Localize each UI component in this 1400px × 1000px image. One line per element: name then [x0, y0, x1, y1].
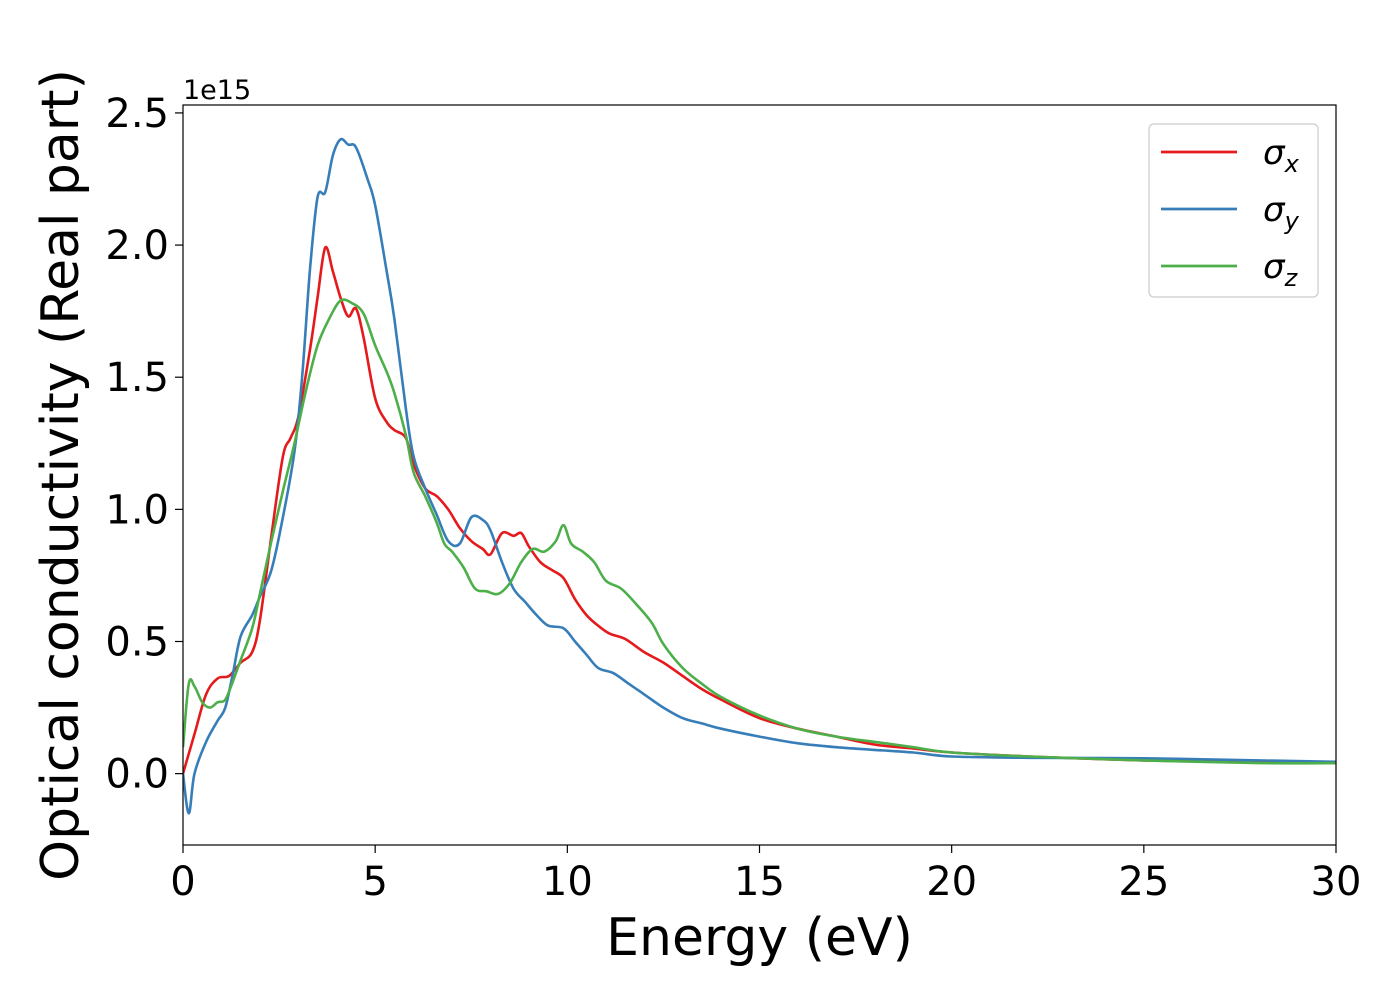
y-tick-label: 0.5	[105, 620, 169, 666]
y-axis-label: Optical conductivity (Real part)	[31, 69, 91, 881]
x-axis: 0 5 10 15 20 25 30	[170, 845, 1361, 905]
legend-label-0: σx	[1263, 133, 1300, 178]
x-tick-label: 0	[170, 859, 195, 905]
series-layer	[183, 137, 1336, 815]
x-tick-label: 15	[734, 859, 785, 905]
series-line-1	[183, 137, 1336, 815]
legend-label-2: σz	[1263, 247, 1299, 292]
x-tick-label: 30	[1311, 859, 1362, 905]
x-tick-label: 25	[1118, 859, 1169, 905]
series-line-0	[183, 245, 1336, 774]
legend-box	[1148, 123, 1319, 298]
y-offset-label: 1e15	[183, 75, 251, 106]
series-line-2	[183, 298, 1336, 765]
y-tick-label: 0.0	[105, 752, 169, 798]
x-tick-label: 10	[542, 859, 593, 905]
legend-label-1: σy	[1263, 190, 1300, 235]
x-tick-label: 5	[362, 859, 387, 905]
y-tick-label: 2.0	[105, 223, 169, 269]
legend: σx σy σz	[1148, 123, 1319, 298]
y-tick-label: 2.5	[105, 91, 169, 137]
y-axis: 0.0 0.5 1.0 1.5 2.0 2.5	[105, 91, 183, 798]
x-axis-label: Energy (eV)	[606, 908, 913, 968]
y-tick-label: 1.5	[105, 355, 169, 401]
y-tick-label: 1.0	[105, 487, 169, 533]
x-tick-label: 20	[926, 859, 977, 905]
